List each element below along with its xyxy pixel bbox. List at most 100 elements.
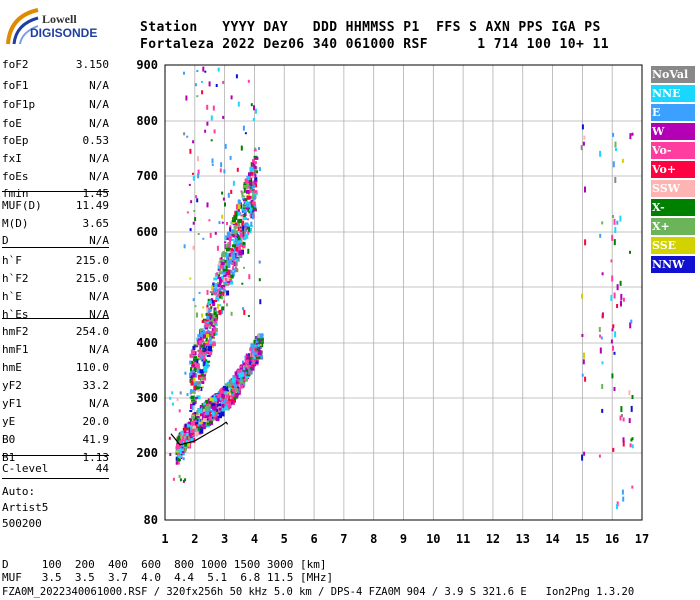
- echo-point: [217, 274, 221, 277]
- echo-point: [240, 190, 243, 193]
- echo-point: [255, 348, 260, 351]
- echo-point: [186, 393, 189, 397]
- echo-point: [200, 344, 205, 348]
- echo-point: [236, 268, 239, 273]
- echo-point: [616, 284, 619, 291]
- echo-point: [209, 302, 212, 306]
- echo-point: [208, 420, 213, 423]
- echo-point: [236, 204, 241, 210]
- echo-point: [212, 413, 217, 418]
- echo-point: [230, 189, 233, 194]
- echo-point: [224, 202, 226, 207]
- param-row: C-level 44: [2, 462, 109, 478]
- echo-point: [202, 352, 207, 355]
- echo-point: [192, 431, 197, 435]
- echo-point: [183, 440, 186, 445]
- echo-point: [212, 283, 215, 286]
- echo-point: [235, 204, 238, 210]
- autoscaling-version: 500200: [2, 517, 42, 530]
- echo-point: [234, 376, 238, 381]
- echo-point: [221, 403, 225, 408]
- divider: [2, 247, 109, 248]
- echo-point: [247, 368, 251, 371]
- echo-point: [252, 159, 255, 164]
- echo-point: [227, 275, 231, 278]
- echo-point: [249, 166, 254, 172]
- param-name: foF1: [2, 79, 29, 92]
- echo-point: [628, 390, 631, 396]
- echo-point: [232, 397, 236, 403]
- echo-point: [183, 71, 185, 75]
- echo-point: [234, 230, 239, 234]
- echo-point: [220, 262, 225, 266]
- echo-point: [233, 268, 237, 273]
- echo-point: [232, 255, 236, 261]
- echo-point: [204, 129, 207, 133]
- echo-point: [209, 415, 213, 421]
- echo-point: [246, 203, 250, 208]
- echo-point: [247, 79, 250, 83]
- echo-point: [196, 95, 199, 98]
- echo-point: [203, 361, 206, 367]
- echo-point: [198, 338, 202, 341]
- echo-point: [599, 150, 602, 157]
- echo-point: [189, 434, 192, 438]
- echo-point: [210, 319, 213, 323]
- echo-point: [581, 293, 583, 299]
- echo-point: [258, 344, 262, 346]
- echo-point: [220, 277, 225, 283]
- echo-point: [191, 414, 195, 417]
- legend-item: SSW: [651, 180, 695, 197]
- echo-point: [215, 84, 218, 87]
- echo-point: [211, 403, 216, 407]
- echo-point: [621, 414, 623, 417]
- echo-point: [234, 266, 237, 269]
- x-tick-label: 4: [251, 532, 258, 546]
- echo-point: [197, 334, 201, 338]
- echo-point: [226, 303, 228, 307]
- echo-point: [197, 388, 200, 392]
- echo-point: [196, 345, 199, 348]
- echo-point: [202, 402, 206, 406]
- echo-point: [213, 129, 216, 134]
- echo-point: [251, 349, 253, 352]
- echo-point: [223, 169, 226, 174]
- param-row: foE N/A: [2, 117, 109, 133]
- echo-point: [193, 377, 196, 383]
- echo-point: [582, 141, 585, 146]
- echo-point: [190, 367, 192, 372]
- echo-point: [230, 251, 235, 256]
- echo-point: [242, 360, 244, 364]
- echo-point: [211, 398, 215, 401]
- echo-point: [259, 333, 264, 339]
- echo-point: [252, 214, 254, 220]
- echo-point: [177, 436, 182, 442]
- echo-point: [224, 271, 229, 274]
- echo-point: [198, 349, 203, 355]
- echo-point: [599, 347, 602, 354]
- echo-point: [209, 340, 213, 344]
- echo-point: [240, 226, 243, 229]
- echo-point: [250, 343, 255, 349]
- echo-point: [206, 202, 209, 208]
- echo-point: [174, 427, 177, 431]
- echo-point: [209, 333, 212, 339]
- echo-point: [209, 411, 212, 417]
- y-tick-label: 500: [136, 280, 158, 294]
- echo-point: [199, 428, 204, 434]
- echo-point: [213, 405, 217, 411]
- echo-point: [611, 234, 614, 241]
- echo-point: [195, 373, 198, 378]
- echo-point: [236, 375, 240, 380]
- echo-point: [219, 400, 222, 403]
- echo-point: [219, 168, 222, 173]
- echo-point: [196, 198, 199, 203]
- echo-point: [207, 398, 210, 403]
- echo-point: [200, 411, 205, 416]
- echo-point: [228, 235, 232, 241]
- echo-point: [250, 103, 253, 107]
- y-tick-label: 200: [136, 446, 158, 460]
- echo-point: [205, 350, 210, 353]
- echo-point: [583, 135, 586, 140]
- echo-point: [629, 322, 632, 329]
